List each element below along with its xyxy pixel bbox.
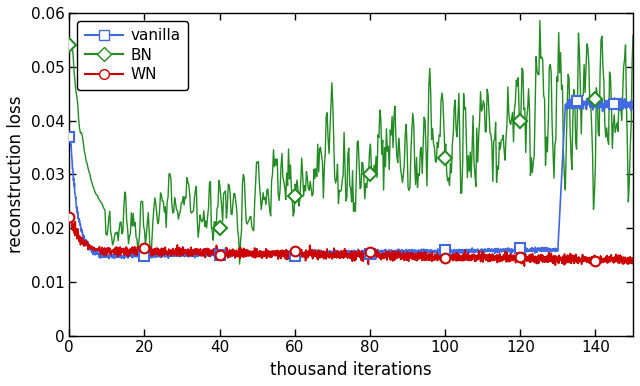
X-axis label: thousand iterations: thousand iterations [270,361,432,379]
Legend: vanilla, BN, WN: vanilla, BN, WN [77,20,188,90]
Y-axis label: reconstruction loss: reconstruction loss [7,96,25,253]
